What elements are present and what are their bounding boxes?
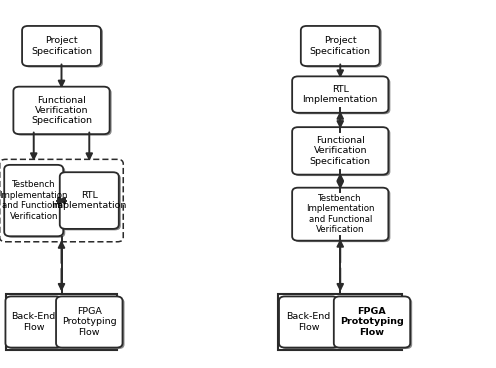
Text: FPGA
Prototyping
Flow: FPGA Prototyping Flow (340, 307, 404, 337)
FancyBboxPatch shape (278, 294, 402, 350)
Text: RTL
Implementation: RTL Implementation (303, 85, 378, 104)
Text: Testbench
Implementation
and Functional
Verification: Testbench Implementation and Functional … (306, 194, 374, 234)
Text: Functional
Verification
Specification: Functional Verification Specification (31, 96, 92, 125)
Text: Project
Specification: Project Specification (31, 36, 92, 56)
FancyBboxPatch shape (0, 159, 123, 242)
Text: FPGA
Prototyping
Flow: FPGA Prototyping Flow (62, 307, 117, 337)
FancyBboxPatch shape (292, 188, 388, 241)
FancyBboxPatch shape (292, 127, 388, 175)
FancyBboxPatch shape (334, 297, 410, 347)
FancyBboxPatch shape (303, 28, 382, 68)
FancyBboxPatch shape (6, 166, 65, 238)
Text: Project
Specification: Project Specification (310, 36, 371, 56)
FancyBboxPatch shape (56, 297, 123, 347)
FancyBboxPatch shape (4, 165, 63, 236)
Text: Back-End
Flow: Back-End Flow (286, 312, 331, 332)
Text: Back-End
Flow: Back-End Flow (11, 312, 56, 332)
FancyBboxPatch shape (24, 28, 103, 68)
FancyBboxPatch shape (301, 26, 380, 66)
FancyBboxPatch shape (279, 297, 338, 347)
FancyBboxPatch shape (62, 174, 121, 230)
FancyBboxPatch shape (7, 298, 64, 349)
Text: Functional
Verification
Specification: Functional Verification Specification (310, 136, 371, 166)
FancyBboxPatch shape (5, 297, 62, 347)
FancyBboxPatch shape (22, 26, 101, 66)
FancyBboxPatch shape (292, 77, 388, 113)
FancyBboxPatch shape (58, 298, 124, 349)
FancyBboxPatch shape (336, 298, 412, 349)
FancyBboxPatch shape (15, 88, 112, 136)
FancyBboxPatch shape (294, 78, 390, 114)
FancyBboxPatch shape (281, 298, 340, 349)
FancyBboxPatch shape (5, 294, 117, 350)
FancyBboxPatch shape (13, 86, 110, 134)
FancyBboxPatch shape (294, 129, 390, 176)
Text: Testbench
Implementation
and Functional
Verification: Testbench Implementation and Functional … (0, 180, 68, 221)
Text: RTL
Implementation: RTL Implementation (52, 191, 127, 210)
FancyBboxPatch shape (60, 172, 119, 229)
FancyBboxPatch shape (294, 189, 390, 242)
